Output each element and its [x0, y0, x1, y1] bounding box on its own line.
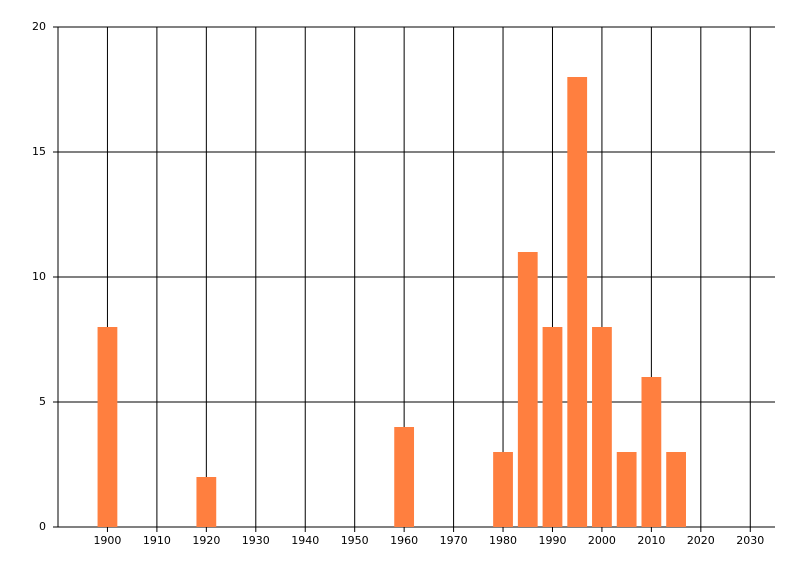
y-tick-label: 5	[39, 395, 46, 408]
x-tick-label: 1970	[440, 534, 468, 547]
bar	[666, 452, 686, 527]
x-tick-label: 1960	[390, 534, 418, 547]
x-tick-label: 1910	[143, 534, 171, 547]
bar	[517, 252, 538, 527]
x-tick-label: 2000	[588, 534, 616, 547]
x-tick-label: 1980	[489, 534, 517, 547]
y-tick-label: 10	[32, 270, 46, 283]
x-tick-label: 2020	[687, 534, 715, 547]
y-tick-label: 20	[32, 20, 46, 33]
bar	[616, 452, 637, 527]
y-tick-label: 15	[32, 145, 46, 158]
bar	[641, 377, 662, 527]
bar	[394, 427, 415, 527]
x-tick-label: 1930	[242, 534, 270, 547]
bar	[493, 452, 513, 527]
y-tick-label: 0	[39, 520, 46, 533]
bar	[196, 477, 217, 527]
bar	[97, 327, 118, 527]
bar	[592, 327, 612, 527]
x-tick-label: 1990	[538, 534, 566, 547]
x-tick-label: 1900	[93, 534, 121, 547]
x-tick-label: 1940	[291, 534, 319, 547]
bar	[567, 77, 588, 527]
x-tick-label: 2010	[637, 534, 665, 547]
bar	[542, 327, 563, 527]
x-tick-label: 1950	[341, 534, 369, 547]
x-tick-label: 2030	[736, 534, 764, 547]
x-tick-label: 1920	[192, 534, 220, 547]
